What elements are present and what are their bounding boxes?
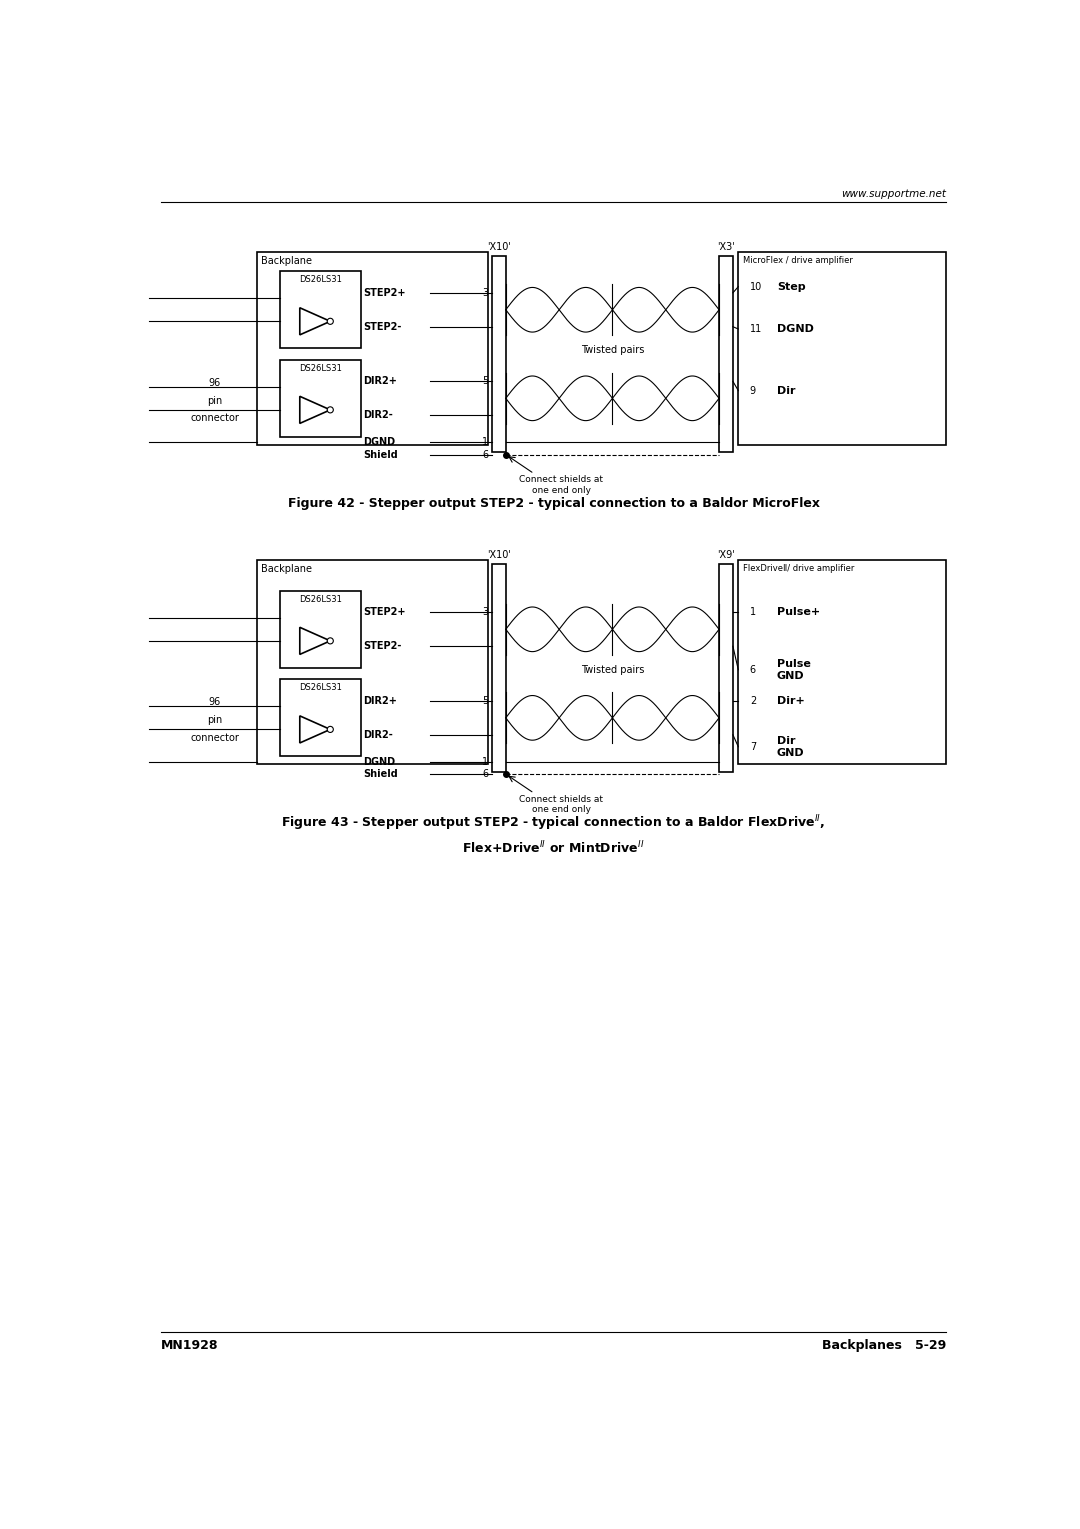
Bar [280, 359, 361, 437]
Text: pin: pin [207, 396, 222, 405]
Text: 5: 5 [482, 376, 488, 387]
Bar [491, 255, 505, 453]
Text: DGND: DGND [777, 324, 813, 333]
Text: DIR2-: DIR2- [363, 729, 393, 740]
Text: 96: 96 [208, 697, 220, 708]
Bar [280, 271, 361, 349]
Text: DIR2-: DIR2- [363, 410, 393, 420]
Text: Dir+: Dir+ [777, 696, 805, 706]
Text: Figure 43 - Stepper output STEP2 - typical connection to a Baldor FlexDrive$^{II: Figure 43 - Stepper output STEP2 - typic… [282, 813, 825, 833]
Text: Shield: Shield [363, 769, 399, 780]
Text: STEP2+: STEP2+ [363, 607, 406, 618]
Text: Pulse
GND: Pulse GND [777, 659, 811, 680]
Text: Backplane: Backplane [261, 564, 312, 573]
Text: 3: 3 [482, 607, 488, 618]
Text: www.supportme.net: www.supportme.net [841, 190, 946, 199]
Text: 11: 11 [750, 324, 762, 333]
Text: connector: connector [190, 732, 239, 743]
Text: Connect shields at
one end only: Connect shields at one end only [519, 476, 604, 495]
Text: Connect shields at
one end only: Connect shields at one end only [519, 795, 604, 815]
Text: 'X3': 'X3' [717, 242, 734, 252]
Circle shape [327, 318, 334, 324]
Text: Backplanes   5-29: Backplanes 5-29 [822, 1339, 946, 1352]
Text: 3: 3 [482, 287, 488, 298]
Bar [739, 560, 946, 764]
Bar [719, 564, 733, 772]
Text: 'X10': 'X10' [487, 242, 511, 252]
Text: pin: pin [207, 716, 222, 725]
Text: 96: 96 [208, 378, 220, 388]
Bar [280, 679, 361, 757]
Text: Dir
GND: Dir GND [777, 735, 805, 757]
Text: 9: 9 [750, 385, 756, 396]
Text: 1: 1 [482, 757, 488, 766]
Text: 6: 6 [750, 665, 756, 674]
Circle shape [327, 407, 334, 413]
Bar [257, 560, 488, 764]
Polygon shape [300, 716, 330, 743]
Bar [739, 252, 946, 445]
Text: DGND: DGND [363, 757, 395, 766]
Text: 6: 6 [482, 450, 488, 460]
Polygon shape [300, 396, 330, 424]
Polygon shape [300, 307, 330, 335]
Circle shape [327, 726, 334, 732]
Bar [257, 252, 488, 445]
Text: connector: connector [190, 413, 239, 424]
Text: DS26LS31: DS26LS31 [299, 364, 342, 373]
Text: Figure 42 - Stepper output STEP2 - typical connection to a Baldor MicroFlex: Figure 42 - Stepper output STEP2 - typic… [287, 497, 820, 511]
Text: DIR2+: DIR2+ [363, 376, 397, 387]
Text: 10: 10 [750, 281, 762, 292]
Circle shape [327, 638, 334, 644]
Text: 7: 7 [750, 742, 756, 752]
Bar [491, 564, 505, 772]
Text: Dir: Dir [777, 385, 795, 396]
Text: DS26LS31: DS26LS31 [299, 595, 342, 604]
Text: DS26LS31: DS26LS31 [299, 683, 342, 693]
Text: DGND: DGND [363, 437, 395, 446]
Text: Backplane: Backplane [261, 255, 312, 266]
Text: 5: 5 [482, 696, 488, 706]
Text: 1: 1 [750, 607, 756, 618]
Text: 'X9': 'X9' [717, 550, 734, 560]
Text: Step: Step [777, 281, 806, 292]
Text: Flex+Drive$^{II}$ or MintDrive$^{II}$: Flex+Drive$^{II}$ or MintDrive$^{II}$ [462, 839, 645, 856]
Bar [280, 590, 361, 668]
Text: FlexDriveⅡ/ drive amplifier: FlexDriveⅡ/ drive amplifier [743, 564, 854, 573]
Text: MicroFlex / drive amplifier: MicroFlex / drive amplifier [743, 255, 853, 265]
Text: Shield: Shield [363, 450, 399, 460]
Text: Twisted pairs: Twisted pairs [581, 346, 644, 355]
Text: STEP2-: STEP2- [363, 321, 402, 332]
Text: Twisted pairs: Twisted pairs [581, 665, 644, 674]
Text: 'X10': 'X10' [487, 550, 511, 560]
Text: DIR2+: DIR2+ [363, 696, 397, 706]
Text: 2: 2 [750, 696, 756, 706]
Text: 1: 1 [482, 437, 488, 446]
Text: DS26LS31: DS26LS31 [299, 275, 342, 284]
Text: Pulse+: Pulse+ [777, 607, 820, 618]
Text: STEP2+: STEP2+ [363, 287, 406, 298]
Text: STEP2-: STEP2- [363, 641, 402, 651]
Polygon shape [300, 627, 330, 654]
Text: 6: 6 [482, 769, 488, 780]
Text: MN1928: MN1928 [161, 1339, 218, 1352]
Bar [719, 255, 733, 453]
